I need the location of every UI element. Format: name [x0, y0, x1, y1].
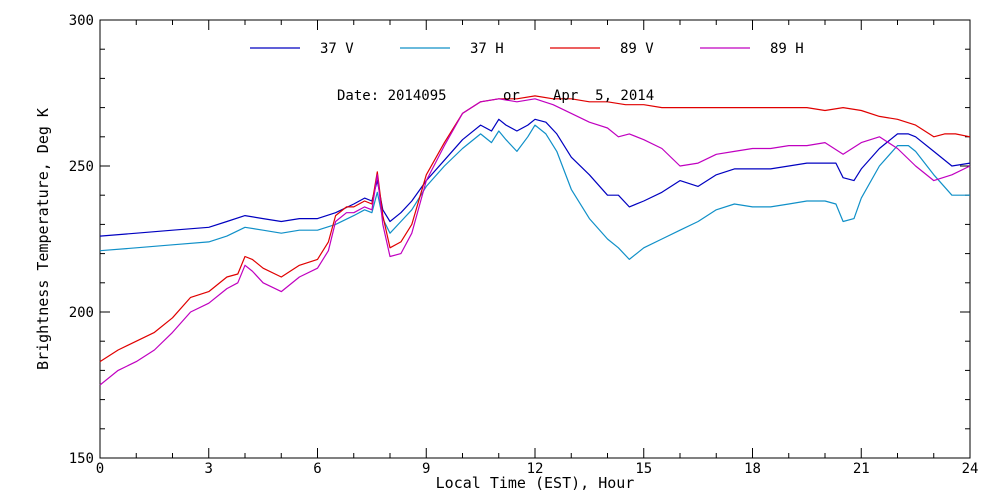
legend: 37 V 37 H 89 V 89 H: [250, 41, 804, 57]
x-axis-label: Local Time (EST), Hour: [436, 474, 635, 492]
x-tick-label: 21: [853, 461, 870, 477]
date-alt-label: Apr 5, 2014: [553, 88, 654, 104]
axis-ticks: [99, 19, 971, 459]
y-tick-label: 150: [69, 451, 94, 467]
y-tick-label: 200: [69, 305, 94, 321]
legend-label-89-h: 89 H: [770, 41, 804, 57]
x-tick-label: 3: [205, 461, 213, 477]
x-tick-label: 15: [635, 461, 652, 477]
date-label: Date: 2014095: [337, 88, 447, 104]
x-tick-label: 9: [422, 461, 430, 477]
plot-frame: [99, 19, 971, 459]
series-line-89-h: [99, 98, 971, 386]
x-tick-label: 24: [962, 461, 979, 477]
legend-label-37-h: 37 H: [470, 41, 504, 57]
series-lines: [99, 95, 971, 386]
y-axis-label: Brightness Temperature, Deg K: [34, 108, 52, 370]
or-label: or: [503, 88, 520, 104]
legend-label-89-v: 89 V: [620, 41, 654, 57]
series-line-37-v: [99, 118, 971, 237]
tick-labels: 0 3 6 9 12 15 18 21 24 150 200 250 300: [69, 13, 979, 477]
series-line-89-v: [99, 95, 971, 363]
series-line-37-h: [99, 124, 970, 260]
legend-label-37-v: 37 V: [320, 41, 354, 57]
x-tick-label: 0: [96, 461, 104, 477]
y-tick-label: 300: [69, 13, 94, 29]
x-tick-label: 6: [313, 461, 321, 477]
x-tick-label: 18: [744, 461, 761, 477]
x-tick-label: 12: [527, 461, 544, 477]
y-tick-label: 250: [69, 159, 94, 175]
